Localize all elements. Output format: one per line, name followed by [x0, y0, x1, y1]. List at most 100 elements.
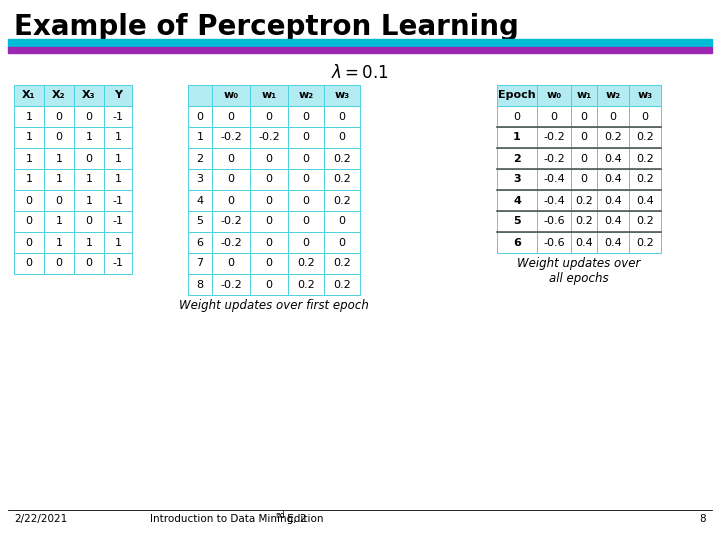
Text: w₃: w₃: [334, 91, 350, 100]
Bar: [14, 106, 44, 127]
Text: Example of Perceptron Learning: Example of Perceptron Learning: [14, 13, 519, 41]
Text: 0: 0: [302, 153, 310, 164]
Bar: [288, 190, 324, 211]
Text: 0: 0: [266, 111, 272, 122]
Text: 1: 1: [55, 217, 63, 226]
Text: 2/22/2021: 2/22/2021: [14, 514, 67, 524]
Bar: [324, 148, 360, 169]
Bar: [537, 148, 571, 169]
Bar: [104, 148, 132, 169]
Bar: [74, 232, 104, 253]
Text: 0.4: 0.4: [636, 195, 654, 206]
Text: 0.2: 0.2: [333, 280, 351, 289]
Text: 0: 0: [266, 280, 272, 289]
Bar: [212, 85, 250, 106]
Bar: [597, 190, 629, 211]
Text: 0.4: 0.4: [604, 174, 622, 185]
Text: 0: 0: [513, 111, 521, 122]
Bar: [188, 85, 212, 106]
Text: 0.2: 0.2: [333, 153, 351, 164]
Bar: [212, 106, 250, 127]
Text: w₂: w₂: [298, 91, 314, 100]
Bar: [537, 211, 571, 232]
Text: Weight updates over
all epochs: Weight updates over all epochs: [517, 257, 641, 285]
Text: 0: 0: [228, 259, 235, 268]
Text: 0: 0: [580, 111, 588, 122]
Bar: [188, 232, 212, 253]
Bar: [324, 232, 360, 253]
Text: w₁: w₁: [261, 91, 276, 100]
Bar: [497, 211, 537, 232]
Text: 0: 0: [228, 111, 235, 122]
Bar: [288, 169, 324, 190]
Text: 1: 1: [114, 238, 122, 247]
Text: -0.2: -0.2: [220, 217, 242, 226]
Bar: [188, 169, 212, 190]
Bar: [537, 169, 571, 190]
Text: 0.2: 0.2: [575, 217, 593, 226]
Bar: [597, 106, 629, 127]
Bar: [250, 127, 288, 148]
Bar: [14, 85, 44, 106]
Bar: [629, 106, 661, 127]
Text: 0: 0: [338, 132, 346, 143]
Text: 0.2: 0.2: [575, 195, 593, 206]
Bar: [324, 106, 360, 127]
Text: -0.4: -0.4: [543, 174, 565, 185]
Bar: [250, 106, 288, 127]
Bar: [250, 190, 288, 211]
Bar: [571, 106, 597, 127]
Text: -0.2: -0.2: [220, 280, 242, 289]
Text: 0: 0: [55, 259, 63, 268]
Bar: [537, 232, 571, 253]
Bar: [212, 274, 250, 295]
Text: Y: Y: [114, 91, 122, 100]
Text: 0: 0: [302, 111, 310, 122]
Text: 0.2: 0.2: [333, 174, 351, 185]
Bar: [324, 190, 360, 211]
Text: 5: 5: [513, 217, 521, 226]
Text: 0.2: 0.2: [636, 132, 654, 143]
Text: 1: 1: [86, 238, 92, 247]
Text: 1: 1: [86, 174, 92, 185]
Bar: [288, 253, 324, 274]
Bar: [14, 169, 44, 190]
Text: 0.2: 0.2: [636, 217, 654, 226]
Text: 1: 1: [55, 238, 63, 247]
Bar: [571, 85, 597, 106]
Text: 0: 0: [551, 111, 557, 122]
Text: 1: 1: [114, 132, 122, 143]
Text: 0: 0: [580, 132, 588, 143]
Text: 0: 0: [86, 153, 92, 164]
Text: -1: -1: [112, 259, 124, 268]
Text: 0: 0: [86, 111, 92, 122]
Bar: [629, 190, 661, 211]
Bar: [250, 232, 288, 253]
Bar: [250, 274, 288, 295]
Bar: [597, 85, 629, 106]
Bar: [212, 190, 250, 211]
Text: 1: 1: [25, 111, 32, 122]
Text: -0.2: -0.2: [258, 132, 280, 143]
Bar: [597, 127, 629, 148]
Text: 0: 0: [302, 132, 310, 143]
Bar: [14, 190, 44, 211]
Bar: [250, 211, 288, 232]
Text: 0.2: 0.2: [604, 132, 622, 143]
Bar: [44, 85, 74, 106]
Bar: [44, 127, 74, 148]
Bar: [14, 148, 44, 169]
Bar: [497, 232, 537, 253]
Bar: [212, 127, 250, 148]
Text: X₁: X₁: [22, 91, 36, 100]
Bar: [104, 253, 132, 274]
Text: 0: 0: [55, 195, 63, 206]
Text: 1: 1: [25, 153, 32, 164]
Text: 0.4: 0.4: [604, 195, 622, 206]
Text: 0: 0: [266, 195, 272, 206]
Bar: [14, 211, 44, 232]
Text: w₂: w₂: [606, 91, 621, 100]
Text: 0: 0: [302, 195, 310, 206]
Bar: [250, 148, 288, 169]
Text: 6: 6: [513, 238, 521, 247]
